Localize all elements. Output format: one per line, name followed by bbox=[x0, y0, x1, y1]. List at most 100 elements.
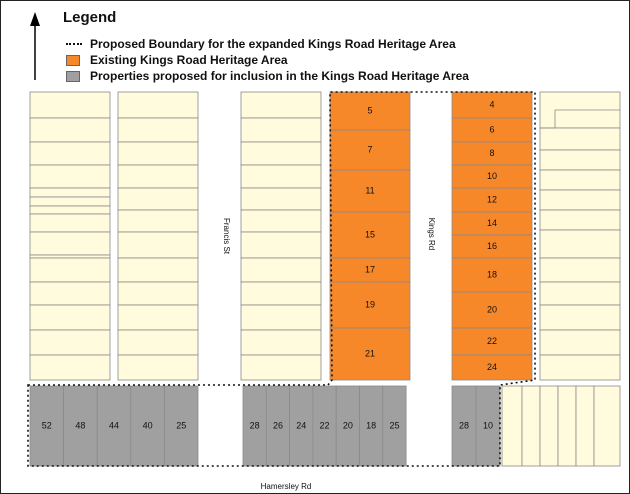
lot-number: 44 bbox=[109, 420, 119, 430]
existing-lot bbox=[451, 91, 533, 119]
other-lot bbox=[240, 354, 322, 381]
proposed-lot bbox=[382, 385, 407, 467]
other-lot bbox=[240, 231, 322, 259]
other-lot bbox=[29, 205, 111, 215]
lot-number: 16 bbox=[487, 241, 497, 251]
lot-number: 24 bbox=[296, 420, 306, 430]
other-lot bbox=[539, 229, 621, 259]
legend-title: Legend bbox=[63, 9, 117, 26]
other-lot bbox=[117, 304, 199, 331]
other-lot bbox=[29, 164, 111, 189]
other-lot bbox=[240, 164, 322, 189]
other-lot bbox=[117, 354, 199, 381]
grey-swatch-icon bbox=[66, 70, 80, 82]
other-lot bbox=[593, 385, 621, 467]
other-lot bbox=[240, 304, 322, 331]
lot-number: 10 bbox=[487, 171, 497, 181]
existing-lot bbox=[451, 291, 533, 329]
lot-number: 18 bbox=[487, 269, 497, 279]
other-lot bbox=[240, 117, 322, 143]
other-lot bbox=[117, 209, 199, 233]
other-lot bbox=[117, 329, 199, 356]
lot-number: 28 bbox=[459, 420, 469, 430]
lot-number: 14 bbox=[487, 218, 497, 228]
legend-item-boundary: Proposed Boundary for the expanded Kings… bbox=[66, 36, 456, 52]
lot-number: 11 bbox=[365, 185, 374, 195]
other-lot bbox=[117, 91, 199, 119]
other-lot bbox=[521, 385, 541, 467]
other-lot bbox=[29, 281, 111, 306]
lot-number: 24 bbox=[487, 362, 497, 372]
other-lot bbox=[117, 117, 199, 143]
existing-lot bbox=[329, 257, 411, 283]
other-lot bbox=[539, 149, 621, 171]
other-lot bbox=[29, 196, 111, 207]
existing-lot bbox=[329, 211, 411, 259]
lot-number: 6 bbox=[489, 124, 494, 134]
lot-number: 22 bbox=[320, 420, 330, 430]
other-lot bbox=[539, 354, 621, 381]
other-lot bbox=[557, 385, 577, 467]
other-lot bbox=[539, 304, 621, 331]
proposed-lot bbox=[29, 385, 64, 467]
north-arrow-icon bbox=[30, 12, 40, 80]
lot-number: 28 bbox=[250, 420, 260, 430]
other-lot bbox=[539, 169, 621, 191]
existing-lot bbox=[329, 281, 411, 329]
other-lot bbox=[117, 281, 199, 306]
other-lot bbox=[240, 329, 322, 356]
other-lot bbox=[29, 213, 111, 233]
lot-number: 15 bbox=[365, 229, 375, 239]
legend-item-existing: Existing Kings Road Heritage Area bbox=[66, 52, 288, 68]
other-lot bbox=[240, 281, 322, 306]
legend-label-existing: Existing Kings Road Heritage Area bbox=[90, 53, 288, 67]
other-lot bbox=[29, 91, 111, 119]
lot-number: 5 bbox=[367, 105, 372, 115]
other-lot bbox=[539, 189, 621, 211]
other-lot bbox=[539, 209, 621, 231]
lot-number: 20 bbox=[487, 304, 497, 314]
lot-number: 20 bbox=[343, 420, 353, 430]
other-lot bbox=[29, 141, 111, 166]
proposed-lot bbox=[163, 385, 199, 467]
other-lot bbox=[240, 91, 322, 119]
existing-lot bbox=[451, 117, 533, 143]
other-lot bbox=[501, 385, 523, 467]
other-lot bbox=[240, 187, 322, 211]
other-lot bbox=[29, 257, 111, 283]
other-lot bbox=[117, 257, 199, 283]
other-lot bbox=[539, 127, 621, 151]
other-lot bbox=[29, 329, 111, 356]
other-lot bbox=[117, 141, 199, 166]
lot-number: 12 bbox=[487, 194, 497, 204]
lot-number: 19 bbox=[365, 299, 375, 309]
lot-number: 22 bbox=[487, 336, 497, 346]
other-lot bbox=[240, 141, 322, 166]
street-label-hamersley: Hamersley Rd bbox=[261, 482, 312, 491]
proposed-lot bbox=[96, 385, 132, 467]
lot-number: 8 bbox=[489, 148, 494, 158]
other-lot bbox=[539, 281, 621, 306]
other-lot bbox=[29, 231, 111, 256]
orange-swatch-icon bbox=[66, 54, 80, 66]
dotted-line-icon bbox=[66, 43, 82, 45]
lot-number: 52 bbox=[42, 420, 52, 430]
lot-number: 48 bbox=[75, 420, 85, 430]
other-lot bbox=[29, 354, 111, 381]
existing-lot bbox=[329, 327, 411, 381]
other-lot bbox=[240, 257, 322, 283]
existing-lot bbox=[451, 257, 533, 293]
lot-boundary-line bbox=[540, 109, 620, 129]
street-label-francis: Francis St bbox=[222, 218, 231, 255]
street-label-kings: Kings Rd bbox=[427, 218, 436, 250]
other-lot bbox=[539, 385, 559, 467]
legend-item-proposed: Properties proposed for inclusion in the… bbox=[66, 68, 469, 84]
existing-lot bbox=[451, 327, 533, 356]
lot-number: 18 bbox=[366, 420, 376, 430]
other-lot bbox=[539, 257, 621, 283]
other-lot bbox=[29, 117, 111, 143]
lot-number: 25 bbox=[176, 420, 186, 430]
lot-number: 7 bbox=[367, 144, 372, 154]
